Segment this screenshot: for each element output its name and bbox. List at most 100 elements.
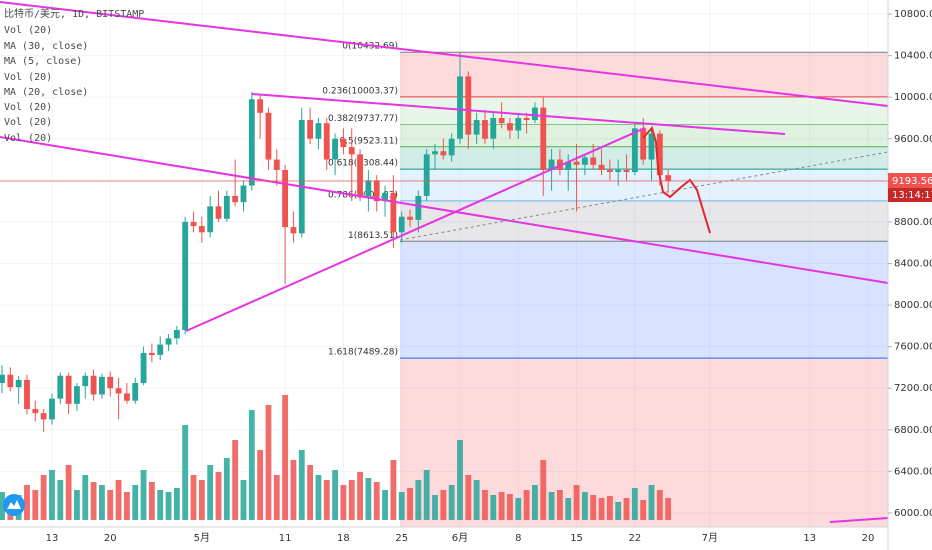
volume-bar bbox=[65, 465, 72, 520]
fib-label: 0.618(9308.44) bbox=[328, 159, 398, 169]
volume-bar bbox=[665, 498, 672, 520]
candle-body bbox=[273, 159, 280, 170]
candle-body bbox=[15, 379, 22, 388]
candle-body bbox=[132, 383, 139, 401]
candle-body bbox=[332, 138, 338, 160]
candle-body bbox=[140, 352, 147, 384]
fib-label: 0(10432.69) bbox=[342, 42, 398, 52]
legend-entry: Vol (20) bbox=[4, 72, 52, 83]
volume-bar bbox=[606, 496, 613, 520]
volume-bar bbox=[573, 485, 580, 520]
volume-bar bbox=[490, 495, 497, 520]
candle-body bbox=[665, 175, 672, 182]
x-tick-label: 13 bbox=[803, 533, 816, 544]
candle-body bbox=[165, 338, 172, 345]
candle-body bbox=[57, 375, 64, 399]
fib-label: 1(8613.51) bbox=[348, 231, 398, 241]
trend-line bbox=[0, 1, 889, 107]
volume-bar bbox=[157, 490, 164, 520]
volume-bar bbox=[590, 495, 597, 520]
candle-body bbox=[432, 151, 438, 155]
candle-body bbox=[473, 120, 480, 135]
y-tick-label: 8400.00 bbox=[894, 259, 932, 270]
x-tick-label: 11 bbox=[279, 533, 292, 544]
trend-line bbox=[185, 127, 646, 332]
volume-bar bbox=[581, 492, 588, 520]
candle-body bbox=[257, 99, 264, 113]
candle-body bbox=[157, 344, 164, 355]
volume-bar bbox=[498, 492, 505, 520]
volume-bar bbox=[473, 480, 480, 520]
y-tick-label: 10000.00 bbox=[894, 92, 932, 103]
last-price-tag bbox=[888, 173, 932, 189]
candle-body bbox=[65, 375, 72, 404]
volume-bar bbox=[74, 490, 80, 520]
candle-body bbox=[398, 216, 405, 233]
volume-bar bbox=[132, 485, 139, 520]
volume-bar bbox=[182, 425, 189, 520]
candle-body bbox=[532, 107, 538, 121]
candle-body bbox=[365, 180, 372, 196]
volume-bar bbox=[415, 480, 422, 520]
candle-body bbox=[74, 386, 80, 404]
legend-entry: Vol (20) bbox=[4, 117, 52, 128]
candle-body bbox=[265, 112, 272, 160]
volume-bar bbox=[49, 470, 55, 520]
candle-body bbox=[32, 409, 39, 414]
volume-bar bbox=[190, 475, 197, 520]
candle-body bbox=[123, 393, 130, 401]
candle-body bbox=[590, 157, 597, 165]
fibonacci: 0(10432.69) 0.236(10003.37) 0.382(9737.77)… bbox=[322, 42, 888, 527]
volume-bar bbox=[57, 480, 64, 520]
y-tick-label: 6000.00 bbox=[894, 508, 932, 519]
fib-label: 0.382(9737.77) bbox=[328, 114, 398, 124]
candle-body bbox=[190, 221, 197, 227]
hand-drawn-path bbox=[642, 125, 711, 234]
x-tick-label: 25 bbox=[395, 533, 408, 544]
candle-body bbox=[340, 138, 347, 148]
volume-bar bbox=[340, 485, 347, 520]
candle-body bbox=[565, 161, 572, 170]
x-tick-label: 5月 bbox=[194, 532, 210, 544]
volume-bar bbox=[107, 490, 114, 520]
fib-label: 0.5(9523.11) bbox=[339, 136, 398, 146]
candle-body bbox=[198, 226, 205, 233]
volume-bar bbox=[0, 492, 5, 520]
candle-body bbox=[523, 117, 530, 121]
candle-body bbox=[640, 128, 647, 160]
fib-label: 0.786(9002.83) bbox=[328, 190, 398, 200]
y-tick-label: 6800.00 bbox=[894, 425, 932, 436]
volume-bar bbox=[515, 498, 522, 520]
volume-bar bbox=[656, 490, 663, 520]
candle-body bbox=[490, 117, 497, 139]
candle-body bbox=[215, 206, 222, 219]
volume-bar bbox=[382, 490, 388, 520]
candle-body bbox=[207, 206, 214, 233]
volume-bar bbox=[240, 480, 247, 520]
volume-bar bbox=[24, 485, 30, 520]
candle-body bbox=[40, 413, 47, 420]
candle-body bbox=[24, 379, 30, 410]
volume-bar bbox=[423, 470, 430, 520]
volume-bar bbox=[323, 480, 330, 520]
volume-bar bbox=[282, 395, 289, 520]
volume-bar bbox=[315, 475, 322, 520]
candle-body bbox=[382, 192, 388, 202]
candle-body bbox=[148, 352, 155, 355]
candle-body bbox=[90, 375, 97, 395]
volume-bar bbox=[623, 498, 630, 520]
candle-body bbox=[323, 123, 330, 160]
legend-entry: Vol (20) bbox=[4, 133, 52, 144]
volume-bar bbox=[32, 490, 39, 520]
y-tick-label: 10800.00 bbox=[894, 9, 932, 20]
y-tick-label: 6400.00 bbox=[894, 466, 932, 477]
volume-bar bbox=[598, 498, 605, 520]
candle-body bbox=[482, 120, 488, 139]
countdown-label: 13:14:17 bbox=[892, 190, 932, 201]
candle-body bbox=[423, 154, 430, 196]
candle-body bbox=[223, 195, 230, 219]
volume-bar bbox=[173, 488, 180, 520]
legend-entry: MA (5, close) bbox=[4, 56, 82, 67]
fib-extension-band bbox=[400, 358, 888, 527]
volume-bar bbox=[165, 492, 172, 520]
